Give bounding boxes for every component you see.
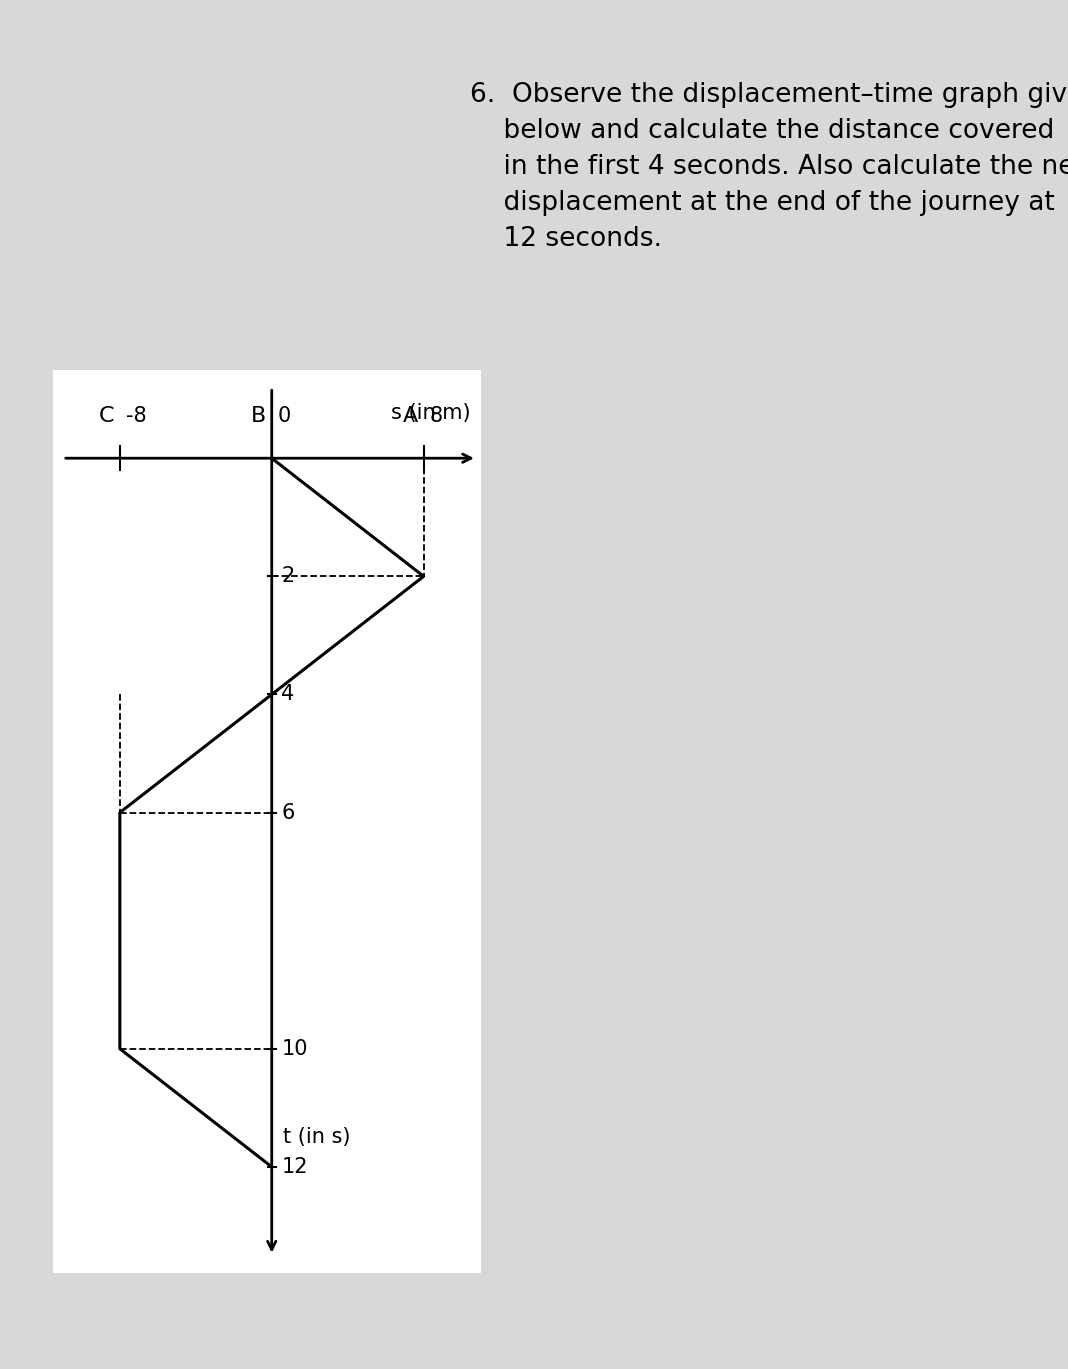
Text: 0: 0 [278,405,290,426]
Text: s (in m): s (in m) [392,402,471,423]
Text: 6.  Observe the displacement–time graph given
    below and calculate the distan: 6. Observe the displacement–time graph g… [470,82,1068,252]
Text: 2: 2 [281,567,295,586]
Text: 6: 6 [281,802,295,823]
Text: 10: 10 [281,1039,308,1058]
Text: 12: 12 [281,1157,308,1177]
Text: t (in s): t (in s) [283,1127,350,1147]
Text: B: B [251,405,266,426]
Text: A: A [403,405,418,426]
Text: C: C [98,405,114,426]
Text: 8: 8 [429,405,442,426]
Text: -8: -8 [126,405,146,426]
Text: 4: 4 [281,684,295,705]
